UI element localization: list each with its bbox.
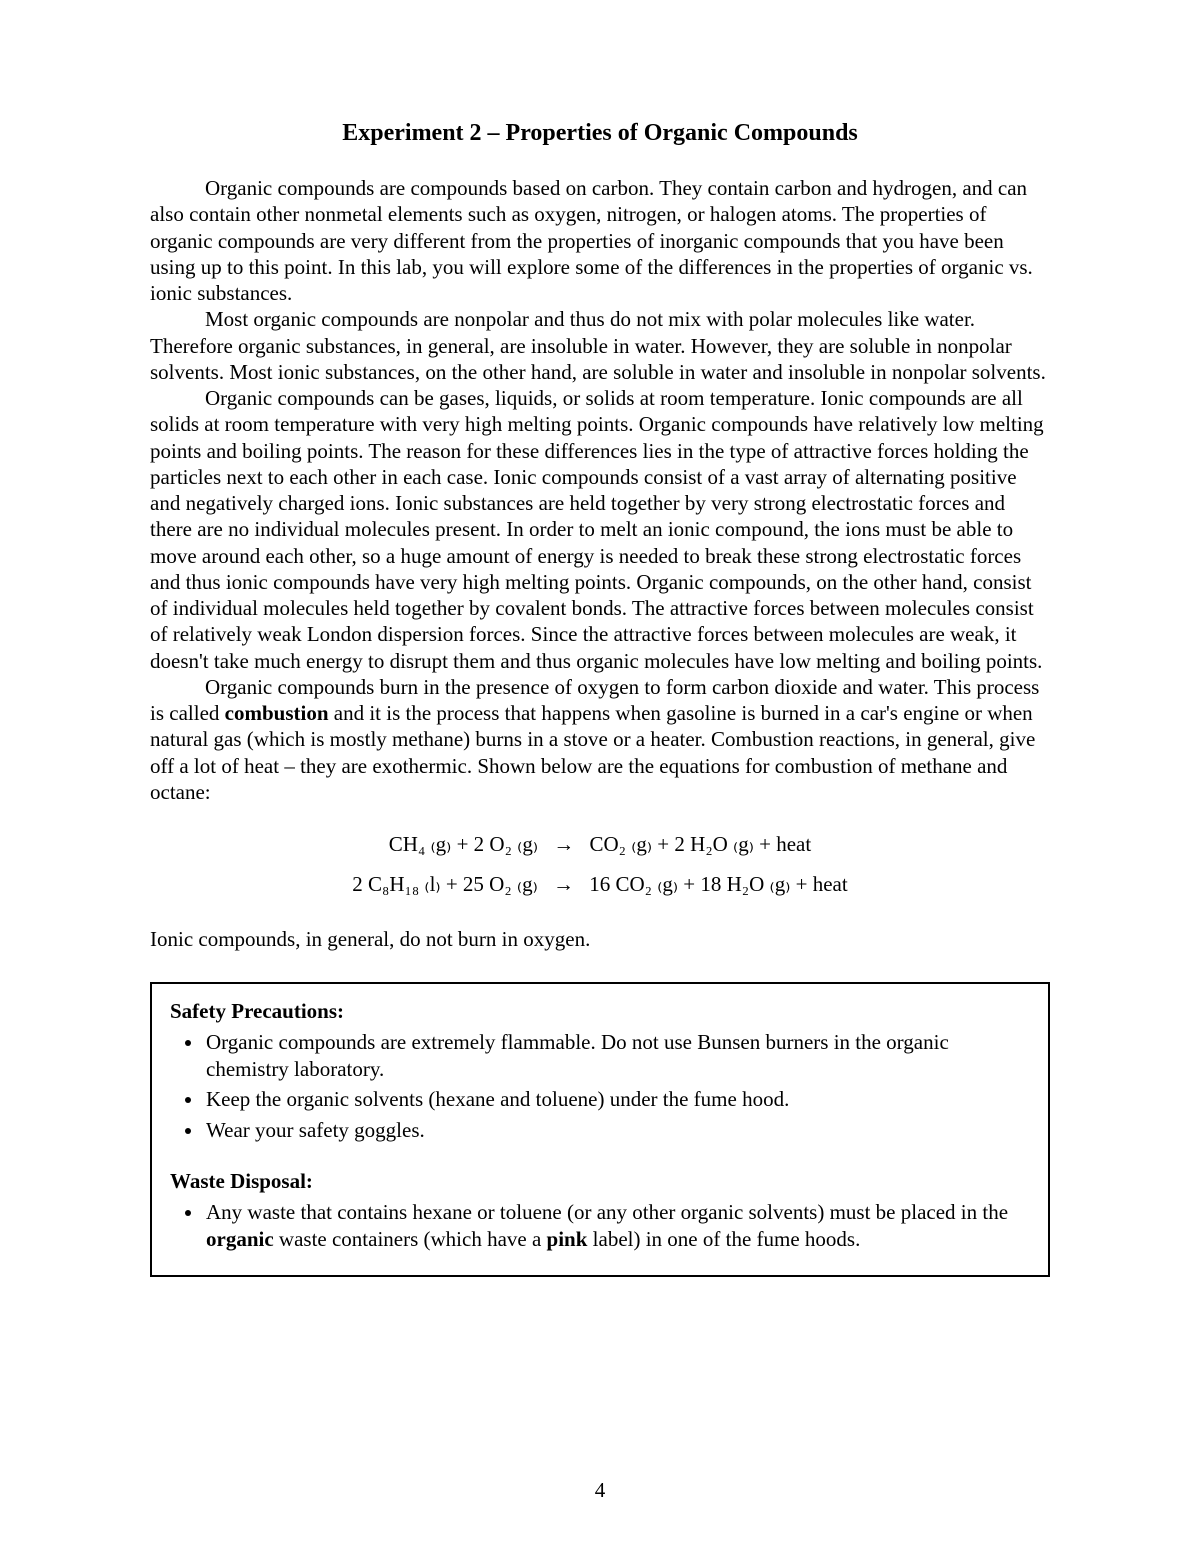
safety-heading: Safety Precautions: <box>170 998 1030 1025</box>
document-page: Experiment 2 – Properties of Organic Com… <box>0 0 1200 1553</box>
waste-item-part-c: waste containers (which have a <box>274 1227 547 1251</box>
paragraph-1-text: Organic compounds are compounds based on… <box>150 176 1033 305</box>
equations-block: CH₄ ₍g₎ + 2 O₂ ₍g₎ → CO₂ ₍g₎ + 2 H₂O ₍g₎… <box>150 825 1050 905</box>
paragraph-4-bold-combustion: combustion <box>225 701 329 725</box>
safety-item-1: Organic compounds are extremely flammabl… <box>206 1030 949 1081</box>
waste-item-bold-pink: pink <box>547 1227 588 1251</box>
arrow-icon: → <box>543 825 584 865</box>
page-number: 4 <box>0 1478 1200 1503</box>
equation-methane: CH₄ ₍g₎ + 2 O₂ ₍g₎ → CO₂ ₍g₎ + 2 H₂O ₍g₎… <box>150 825 1050 865</box>
page-title: Experiment 2 – Properties of Organic Com… <box>150 120 1050 147</box>
list-item: Organic compounds are extremely flammabl… <box>204 1029 1030 1083</box>
equation-2-lhs: 2 C₈H₁₈ ₍l₎ + 25 O₂ ₍g₎ <box>352 872 537 896</box>
paragraph-4: Organic compounds burn in the presence o… <box>150 674 1050 805</box>
equation-1-rhs: CO₂ ₍g₎ + 2 H₂O ₍g₎ + heat <box>590 832 812 856</box>
safety-list: Organic compounds are extremely flammabl… <box>170 1029 1030 1145</box>
paragraph-2-text: Most organic compounds are nonpolar and … <box>150 307 1046 384</box>
paragraph-3-text: Organic compounds can be gases, liquids,… <box>150 386 1044 673</box>
paragraph-1: Organic compounds are compounds based on… <box>150 175 1050 306</box>
safety-item-3: Wear your safety goggles. <box>206 1118 425 1142</box>
equation-octane: 2 C₈H₁₈ ₍l₎ + 25 O₂ ₍g₎ → 16 CO₂ ₍g₎ + 1… <box>150 865 1050 905</box>
waste-item-part-e: label) in one of the fume hoods. <box>587 1227 860 1251</box>
equation-2-rhs: 16 CO₂ ₍g₎ + 18 H₂O ₍g₎ + heat <box>589 872 847 896</box>
paragraph-2: Most organic compounds are nonpolar and … <box>150 306 1050 385</box>
safety-box: Safety Precautions: Organic compounds ar… <box>150 982 1050 1277</box>
list-item: Wear your safety goggles. <box>204 1117 1030 1144</box>
list-item: Any waste that contains hexane or toluen… <box>204 1199 1030 1253</box>
list-item: Keep the organic solvents (hexane and to… <box>204 1086 1030 1113</box>
waste-list: Any waste that contains hexane or toluen… <box>170 1199 1030 1253</box>
equation-1-lhs: CH₄ ₍g₎ + 2 O₂ ₍g₎ <box>389 832 538 856</box>
waste-item-part-a: Any waste that contains hexane or toluen… <box>206 1200 1008 1224</box>
arrow-icon: → <box>543 865 584 905</box>
after-equations-text: Ionic compounds, in general, do not burn… <box>150 927 1050 952</box>
paragraph-3: Organic compounds can be gases, liquids,… <box>150 385 1050 674</box>
waste-item-bold-organic: organic <box>206 1227 274 1251</box>
safety-item-2: Keep the organic solvents (hexane and to… <box>206 1087 789 1111</box>
body-text-block: Organic compounds are compounds based on… <box>150 175 1050 805</box>
waste-heading: Waste Disposal: <box>170 1168 1030 1195</box>
